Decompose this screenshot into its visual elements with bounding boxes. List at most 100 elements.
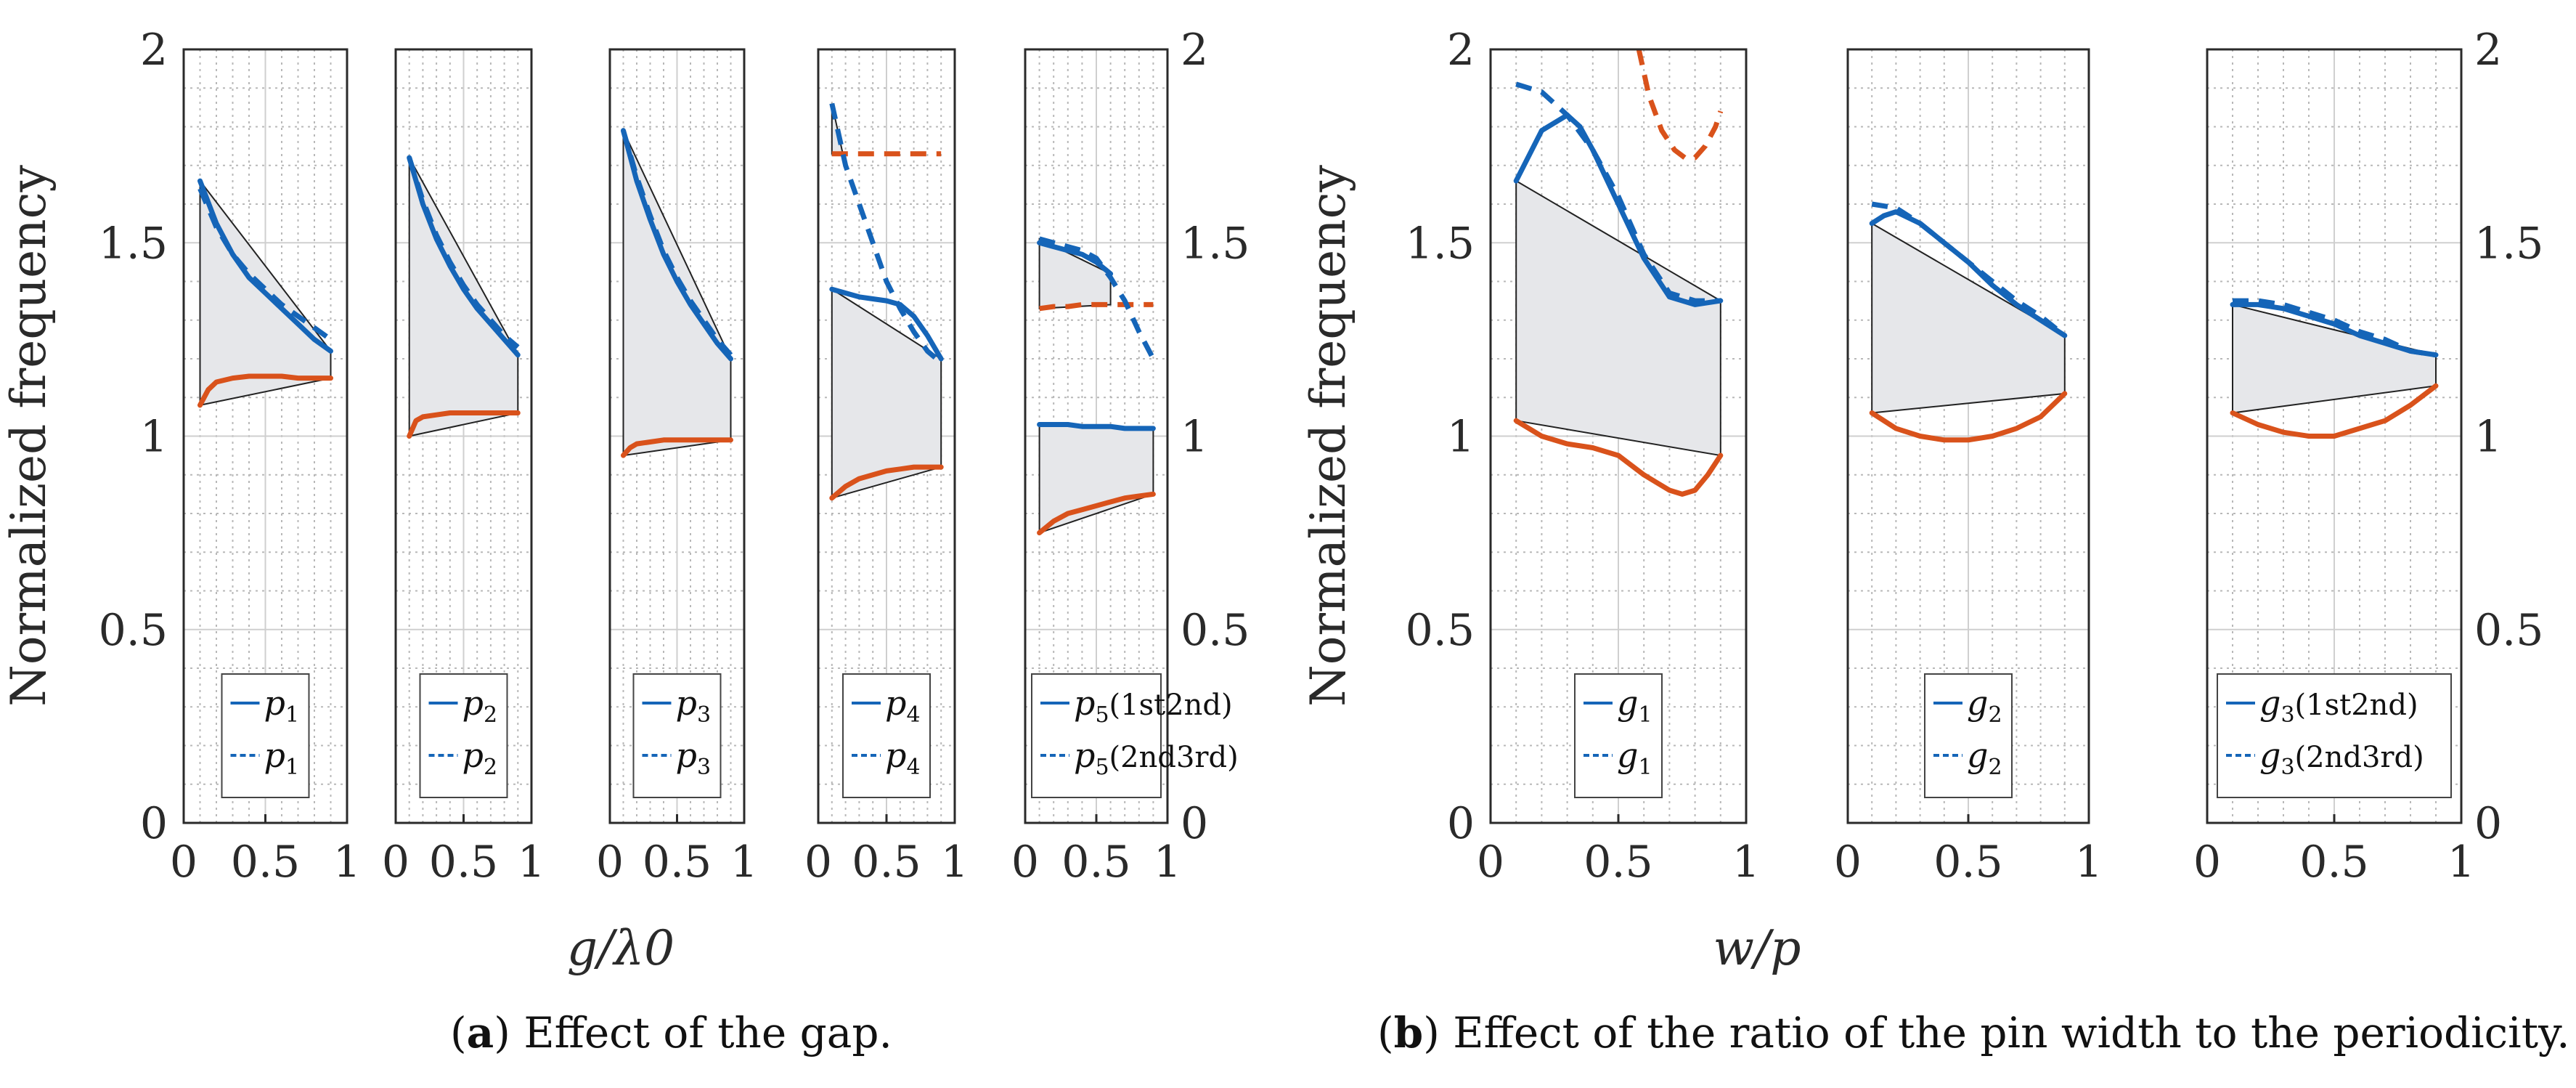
x-tick-label: 0 xyxy=(596,837,624,888)
series-line-blue-dashed xyxy=(829,102,943,365)
legend-label: p2 xyxy=(462,736,498,780)
x-tick-label: 0 xyxy=(2193,837,2221,888)
legend-label: p5(2nd3rd) xyxy=(1074,736,1239,780)
y-tick-label-right: 0 xyxy=(2474,798,2502,849)
series-line-orange-solid xyxy=(2230,383,2439,439)
legend-box xyxy=(632,673,722,798)
legend-label: p5(1st2nd) xyxy=(1074,683,1233,728)
y-tick-label: 0 xyxy=(140,798,168,849)
legend-label: p4 xyxy=(885,736,921,780)
bandgap-region-upper xyxy=(1038,238,1112,309)
y-tick-label: 1 xyxy=(140,412,168,463)
y-tick-label: 2 xyxy=(140,25,168,76)
caption-b-label: b xyxy=(1393,1008,1424,1057)
y-tick-label: 1.5 xyxy=(1406,218,1475,269)
caption-b-text: Effect of the ratio of the pin width to … xyxy=(1453,1008,2570,1057)
x-tick-label: 0 xyxy=(1011,837,1039,888)
series-line-blue-dashed xyxy=(621,129,733,357)
x-tick-label: 0.5 xyxy=(1933,837,2002,888)
legend-label: g2 xyxy=(1967,736,2002,780)
legend-label: g1 xyxy=(1617,736,1652,780)
x-tick-label: 1 xyxy=(730,837,758,888)
x-tick-label: 1 xyxy=(2075,837,2103,888)
y-tick-label-right: 1.5 xyxy=(1181,218,1250,269)
x-tick-label: 1 xyxy=(333,837,361,888)
series-line-blue-dashed xyxy=(407,157,520,349)
x-tick-label: 0.5 xyxy=(231,837,300,888)
y-axis-label: Normalized frequency xyxy=(1300,164,1356,707)
x-tick-label: 0.5 xyxy=(429,837,498,888)
legend-box xyxy=(221,673,310,798)
legend-label: p3 xyxy=(676,683,712,728)
y-tick-label-right: 0.5 xyxy=(1181,605,1250,656)
legend-box xyxy=(419,673,508,798)
y-tick-label: 0 xyxy=(1447,798,1475,849)
y-tick-label-right: 2 xyxy=(2474,25,2502,76)
legend-label: p3 xyxy=(676,736,712,780)
series-line-blue-dashed xyxy=(1038,236,1156,360)
x-tick-label: 1 xyxy=(1732,837,1760,888)
series-line-blue-dashed xyxy=(1515,81,1721,304)
y-tick-label: 1.5 xyxy=(99,218,168,269)
x-tick-label: 1 xyxy=(941,837,969,888)
x-axis-label: g/λ0 xyxy=(567,920,674,976)
panel-a-4: 0 0.5 1 p4 p4 xyxy=(804,48,969,888)
legend-box xyxy=(1924,673,2013,798)
legend-label: g3(1st2nd) xyxy=(2259,683,2418,728)
x-tick-label: 1 xyxy=(2447,837,2475,888)
legend-label: p1 xyxy=(264,736,300,780)
x-tick-label: 0 xyxy=(170,837,197,888)
y-tick-label-right: 0.5 xyxy=(2474,605,2543,656)
legend-box xyxy=(1574,673,1663,798)
series-line-blue-dashed xyxy=(2233,298,2437,358)
series-line-orange-dashed xyxy=(1636,49,1724,161)
caption-a: (a) Effect of the gap. xyxy=(450,1008,892,1057)
x-tick-label: 1 xyxy=(518,837,545,888)
y-tick-label-right: 1 xyxy=(1181,412,1208,463)
series-line-blue-dashed xyxy=(197,187,333,342)
y-tick-label: 1 xyxy=(1447,412,1475,463)
legend-box xyxy=(2217,673,2452,798)
series-line-orange-solid xyxy=(197,373,333,408)
legend-label: g3(2nd3rd) xyxy=(2259,736,2424,780)
x-tick-label: 1 xyxy=(1154,837,1181,888)
y-tick-label-right: 2 xyxy=(1181,25,1208,76)
series-line-blue-solid xyxy=(1513,113,1724,307)
series-line-blue-solid xyxy=(1869,209,2068,338)
caption-a-label: a xyxy=(466,1008,494,1057)
series-line-blue-solid xyxy=(829,286,944,362)
legend: p5(1st2nd) p5(2nd3rd) xyxy=(1031,673,1239,798)
x-tick-label: 0.5 xyxy=(643,837,712,888)
x-tick-label: 0 xyxy=(804,837,832,888)
x-tick-label: 0 xyxy=(382,837,409,888)
x-axis-label: w/p xyxy=(1713,920,1801,976)
x-tick-label: 0 xyxy=(1834,837,1862,888)
series-line-orange-solid xyxy=(829,464,944,501)
x-tick-label: 0 xyxy=(1477,837,1504,888)
series-line-orange-dashed xyxy=(1039,301,1154,312)
legend-label: p4 xyxy=(885,683,921,728)
caption-a-text: Effect of the gap. xyxy=(523,1008,892,1057)
y-tick-label: 0.5 xyxy=(1406,605,1475,656)
legend: g3(1st2nd) g3(2nd3rd) xyxy=(2217,673,2452,798)
series-line-orange-solid xyxy=(407,410,521,439)
legend-label: g1 xyxy=(1617,683,1652,728)
series-line-orange-solid xyxy=(1037,491,1156,536)
legend-label: p2 xyxy=(462,683,498,728)
x-tick-label: 0.5 xyxy=(852,837,921,888)
series-line-orange-solid xyxy=(621,437,733,458)
series-line-orange-solid xyxy=(1513,418,1724,497)
legend-label: g2 xyxy=(1967,683,2002,728)
